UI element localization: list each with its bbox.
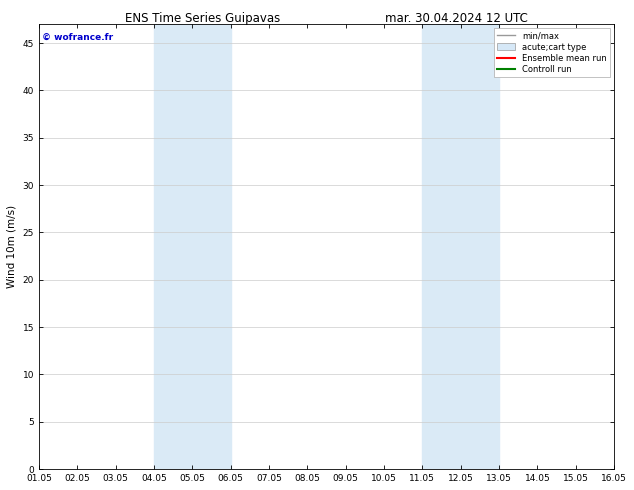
Legend: min/max, acute;cart type, Ensemble mean run, Controll run: min/max, acute;cart type, Ensemble mean … bbox=[493, 28, 610, 77]
Y-axis label: Wind 10m (m/s): Wind 10m (m/s) bbox=[7, 205, 17, 288]
Text: mar. 30.04.2024 12 UTC: mar. 30.04.2024 12 UTC bbox=[385, 12, 528, 25]
Bar bbox=[422, 24, 499, 469]
Text: ENS Time Series Guipavas: ENS Time Series Guipavas bbox=[126, 12, 280, 25]
Text: © wofrance.fr: © wofrance.fr bbox=[42, 33, 113, 42]
Bar bbox=[154, 24, 231, 469]
